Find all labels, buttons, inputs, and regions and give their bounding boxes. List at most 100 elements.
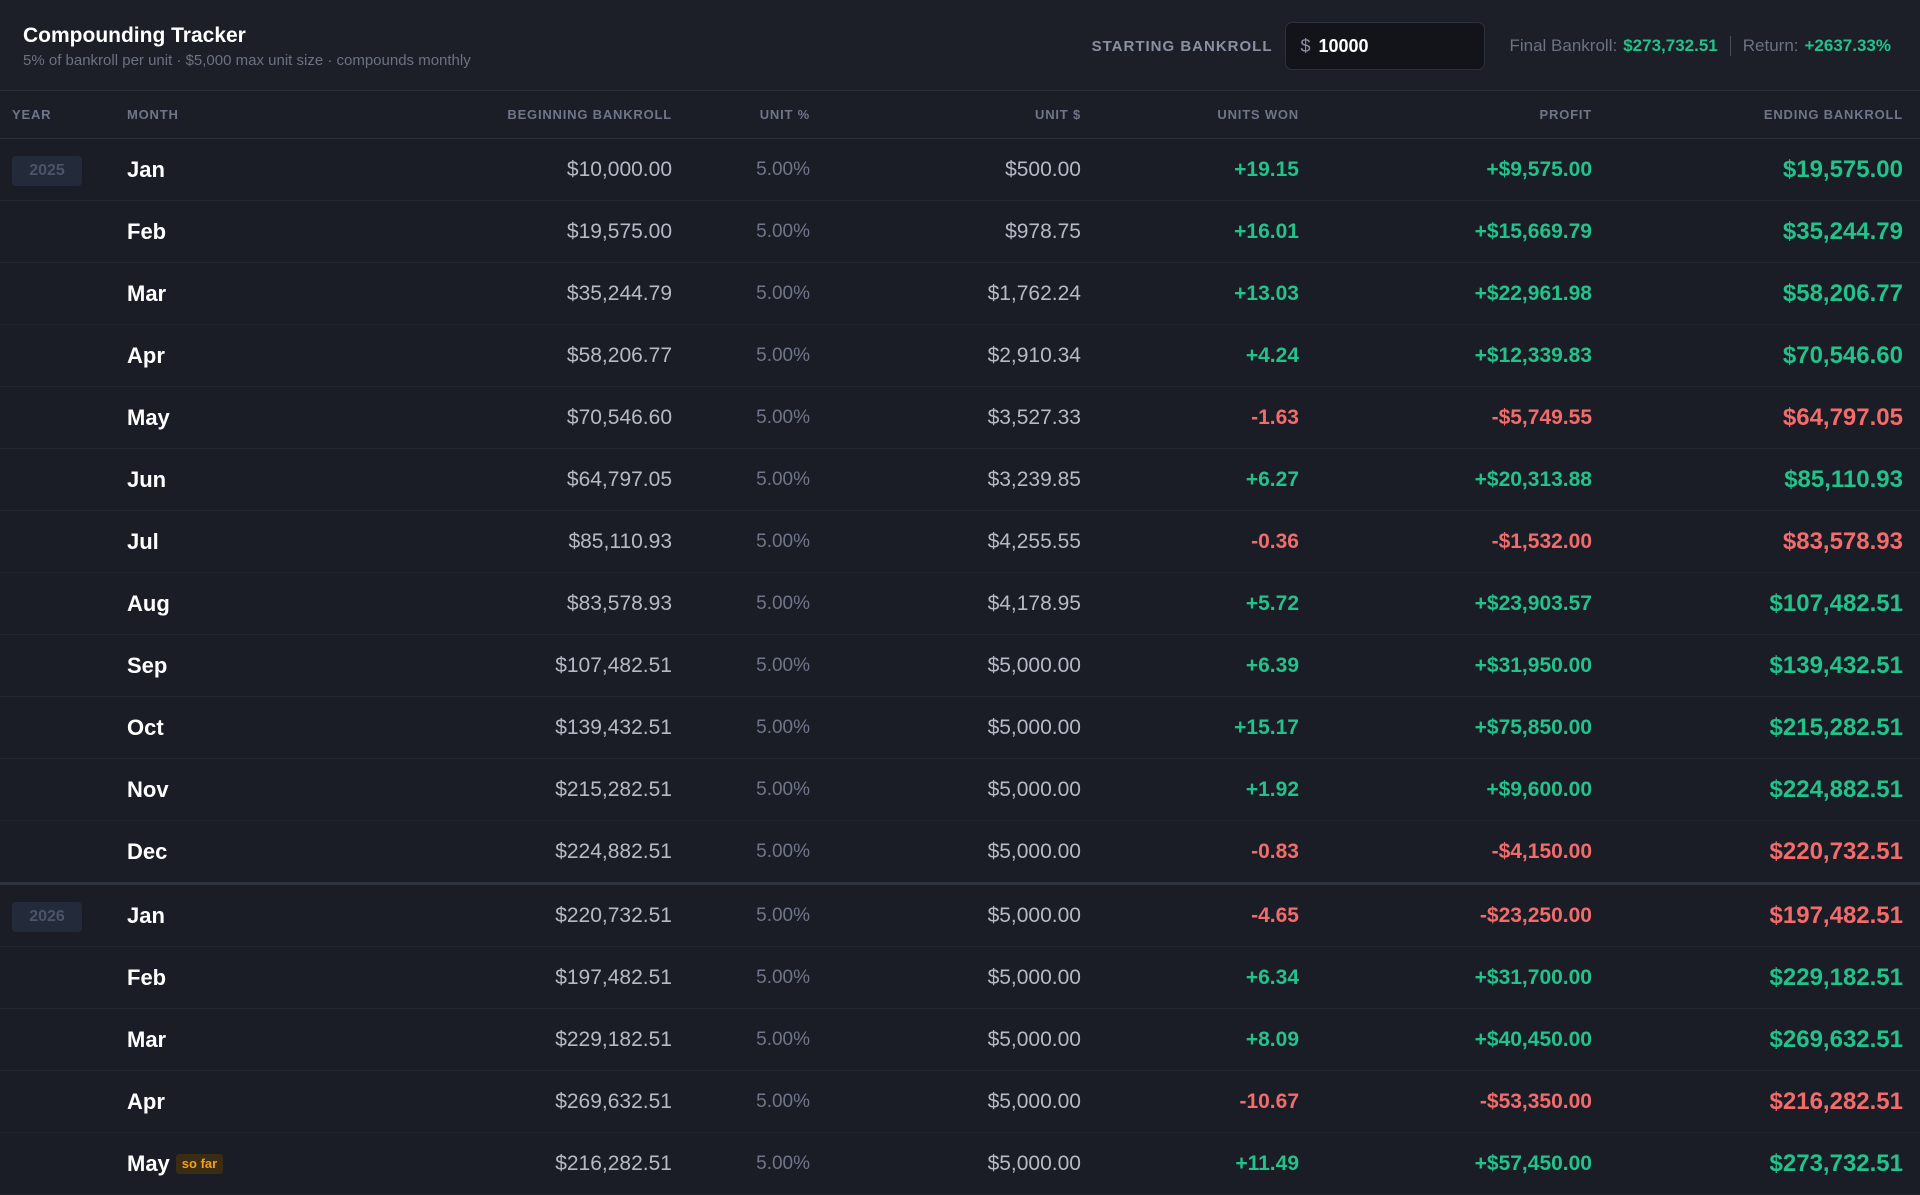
table-row: May so far $216,282.51 5.00% $5,000.00 +11.49… (0, 1133, 1920, 1195)
month-cell: May (127, 387, 170, 449)
beginning-bankroll-cell: $10,000.00 (566, 158, 672, 181)
beginning-bankroll-cell: $83,578.93 (566, 592, 672, 615)
units-won-cell: +13.03 (1234, 282, 1299, 305)
ending-bankroll-cell: $70,546.60 (1782, 342, 1903, 369)
unit-pct-cell: 5.00% (756, 407, 810, 428)
beginning-bankroll-cell: $85,110.93 (568, 530, 672, 553)
month-cell: Mar (127, 263, 166, 325)
beginning-bankroll-cell: $58,206.77 (566, 344, 672, 367)
col-unit-dollar: UNIT $ (1035, 107, 1081, 122)
unit-dollar-cell: $3,527.33 (987, 406, 1081, 429)
units-won-cell: -0.83 (1251, 840, 1299, 863)
profit-cell: +$31,700.00 (1474, 966, 1592, 989)
beginning-bankroll-cell: $229,182.51 (555, 1028, 672, 1051)
units-won-cell: -4.65 (1251, 904, 1299, 927)
col-month: MONTH (127, 107, 179, 122)
month-cell: Jan (127, 885, 165, 947)
year-cell (12, 1133, 82, 1195)
table-row: May $70,546.60 5.00% $3,527.33 -1.63 -$5,749.… (0, 387, 1920, 449)
month-label: Aug (127, 591, 170, 616)
ending-bankroll-cell: $215,282.51 (1769, 714, 1903, 741)
units-won-cell: +11.49 (1235, 1152, 1299, 1175)
unit-dollar-cell: $4,178.95 (987, 592, 1081, 615)
month-label: Dec (127, 839, 168, 864)
profit-cell: +$9,600.00 (1486, 778, 1592, 801)
unit-dollar-cell: $5,000.00 (987, 778, 1081, 801)
year-cell (12, 635, 82, 697)
table-row: Jun $64,797.05 5.00% $3,239.85 +6.27 +$20,313… (0, 449, 1920, 511)
year-cell (12, 449, 82, 511)
unit-pct-cell: 5.00% (756, 655, 810, 676)
profit-cell: +$75,850.00 (1474, 716, 1592, 739)
month-label: May (127, 1151, 170, 1176)
unit-dollar-cell: $5,000.00 (987, 840, 1081, 863)
profit-cell: +$22,961.98 (1474, 282, 1592, 305)
month-label: Apr (127, 343, 165, 368)
summary: Final Bankroll: $273,732.51 Return: +263… (1509, 36, 1891, 56)
final-bankroll-value: $273,732.51 (1623, 36, 1718, 55)
profit-cell: +$23,903.57 (1474, 592, 1592, 615)
month-label: Jan (127, 157, 165, 182)
month-label: Sep (127, 653, 168, 678)
ending-bankroll-cell: $220,732.51 (1769, 838, 1903, 865)
unit-pct-cell: 5.00% (756, 717, 810, 738)
profit-cell: +$57,450.00 (1474, 1152, 1592, 1175)
year-cell (12, 947, 82, 1009)
ending-bankroll-cell: $229,182.51 (1769, 964, 1903, 991)
header-controls: STARTING BANKROLL $ Final Bankroll: $273… (1092, 22, 1891, 70)
unit-pct-cell: 5.00% (756, 1091, 810, 1112)
starting-bankroll-input[interactable] (1318, 35, 1469, 57)
starting-bankroll-field[interactable]: $ (1285, 22, 1486, 70)
month-cell: Oct (127, 697, 164, 759)
units-won-cell: +19.15 (1234, 158, 1299, 181)
month-label: Nov (127, 777, 169, 802)
year-cell: 2025 (12, 139, 82, 201)
unit-dollar-cell: $5,000.00 (987, 1152, 1081, 1175)
unit-dollar-cell: $5,000.00 (987, 1028, 1081, 1051)
table-row: Feb $19,575.00 5.00% $978.75 +16.01 +$15,669.… (0, 201, 1920, 263)
year-cell (12, 387, 82, 449)
beginning-bankroll-cell: $224,882.51 (555, 840, 672, 863)
table-row: Mar $229,182.51 5.00% $5,000.00 +8.09 +$40,45… (0, 1009, 1920, 1071)
ending-bankroll-cell: $64,797.05 (1782, 404, 1903, 431)
table-row: Aug $83,578.93 5.00% $4,178.95 +5.72 +$23,903… (0, 573, 1920, 635)
month-label: Mar (127, 1027, 167, 1052)
units-won-cell: +6.34 (1245, 966, 1299, 989)
month-label: Feb (127, 965, 167, 990)
profit-cell: -$53,350.00 (1479, 1090, 1592, 1113)
month-label: May (127, 405, 170, 430)
unit-dollar-cell: $978.75 (1005, 220, 1081, 243)
unit-pct-cell: 5.00% (756, 841, 810, 862)
table-row: Sep $107,482.51 5.00% $5,000.00 +6.39 +$31,95… (0, 635, 1920, 697)
beginning-bankroll-cell: $139,432.51 (555, 716, 672, 739)
unit-pct-cell: 5.00% (756, 593, 810, 614)
unit-dollar-cell: $5,000.00 (987, 716, 1081, 739)
year-cell (12, 573, 82, 635)
units-won-cell: +16.01 (1234, 220, 1299, 243)
starting-bankroll-label: STARTING BANKROLL (1091, 37, 1273, 55)
ending-bankroll-cell: $139,432.51 (1769, 652, 1903, 679)
unit-dollar-cell: $5,000.00 (987, 966, 1081, 989)
month-cell: Apr (127, 325, 165, 387)
col-units-won: UNITS WON (1217, 107, 1299, 122)
month-cell: Feb (127, 201, 166, 263)
profit-cell: +$31,950.00 (1474, 654, 1592, 677)
beginning-bankroll-cell: $107,482.51 (555, 654, 672, 677)
month-label: Oct (127, 715, 164, 740)
unit-dollar-cell: $1,762.24 (987, 282, 1081, 305)
table-row: Dec $224,882.51 5.00% $5,000.00 -0.83 -$4,150… (0, 821, 1920, 885)
profit-cell: -$23,250.00 (1479, 904, 1592, 927)
month-cell: Aug (127, 573, 170, 635)
year-badge: 2025 (12, 156, 82, 186)
month-cell: Jul (127, 511, 159, 573)
ending-bankroll-cell: $273,732.51 (1769, 1150, 1903, 1177)
beginning-bankroll-cell: $220,732.51 (555, 904, 672, 927)
unit-pct-cell: 5.00% (756, 1029, 810, 1050)
beginning-bankroll-cell: $215,282.51 (555, 778, 672, 801)
table-row: Apr $269,632.51 5.00% $5,000.00 -10.67 -$53,3… (0, 1071, 1920, 1133)
unit-dollar-cell: $4,255.55 (987, 530, 1081, 553)
ending-bankroll-cell: $85,110.93 (1784, 466, 1903, 493)
units-won-cell: +6.39 (1245, 654, 1299, 677)
year-cell (12, 1009, 82, 1071)
month-label: Mar (127, 281, 167, 306)
